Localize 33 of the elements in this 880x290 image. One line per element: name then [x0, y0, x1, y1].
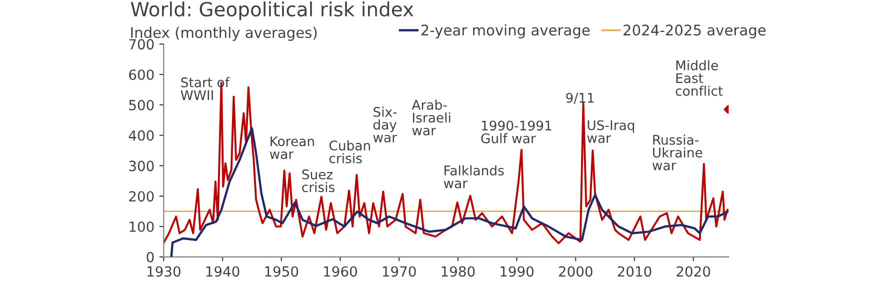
- x-tick-label: 1930: [148, 266, 180, 277]
- legend-label: 2024-2025 average: [624, 24, 766, 38]
- y-tick-label: 600: [129, 69, 154, 80]
- x-tick-label: 2010: [618, 266, 652, 277]
- y-tick-label: 400: [128, 130, 154, 141]
- annotation: US-Iraq war: [587, 120, 634, 143]
- x-tick-label: 1960: [324, 266, 357, 277]
- annotation: Cuban crisis: [329, 140, 370, 164]
- annotation: Six- day war: [373, 106, 398, 142]
- annotation: Korean war: [270, 136, 314, 160]
- y-tick-label: 700: [129, 39, 154, 50]
- x-tick-label: 1940: [206, 266, 240, 277]
- chart-title: World: Geopolitical risk index: [130, 1, 414, 20]
- annotation: Falklands war: [444, 165, 504, 188]
- y-tick-label: 300: [129, 160, 154, 172]
- y-tick-label: 200: [129, 191, 154, 202]
- annotation: Russia- Ukraine war: [652, 134, 702, 170]
- x-tick-label: 1990: [500, 266, 534, 277]
- x-tick-label: 1950: [265, 266, 298, 277]
- x-tick-label: 1980: [442, 266, 475, 277]
- x-tick-label: 2000: [558, 266, 592, 277]
- y-tick-label: 100: [130, 222, 154, 232]
- x-tick-label: 2020: [676, 266, 710, 277]
- annotation: Suez crisis: [302, 169, 335, 192]
- annotation: Start of WWII: [180, 77, 230, 100]
- annotation: 1990-1991 Gulf war: [481, 120, 552, 144]
- annotation: Middle East conflict: [676, 60, 723, 96]
- x-tick-label: 1970: [382, 266, 416, 277]
- y-tick-label: 500: [129, 100, 154, 110]
- annotation: Arab- Israeli war: [412, 100, 450, 136]
- annotation: 9/11: [566, 92, 594, 104]
- y-tick-label: 0: [146, 252, 154, 262]
- legend-label: 2-year moving average: [421, 24, 590, 38]
